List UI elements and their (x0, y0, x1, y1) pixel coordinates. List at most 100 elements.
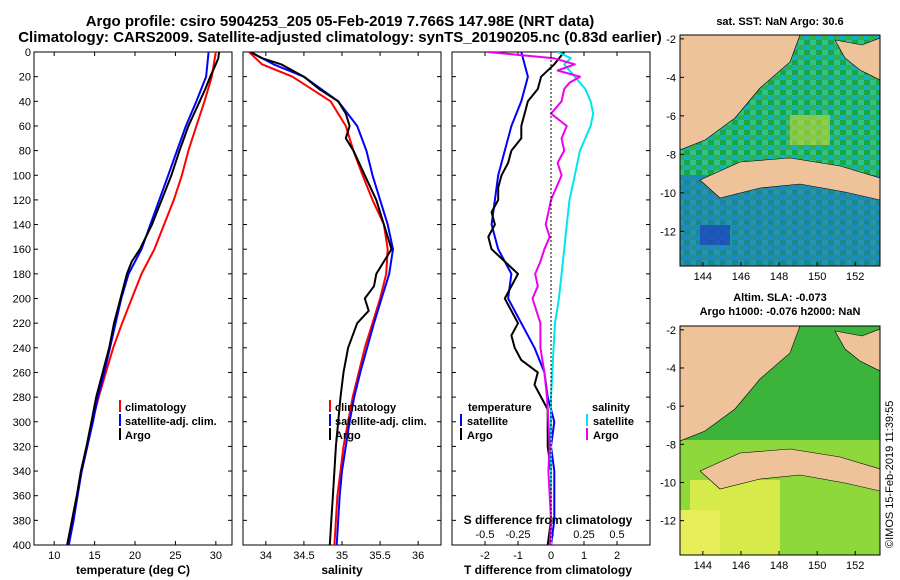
map-ytick-label: -10 (660, 477, 676, 489)
series-line-temperature-argo (487, 52, 565, 545)
map-xtick-label: 150 (808, 271, 826, 283)
difference-xlabel: T difference from climatology (464, 563, 632, 577)
legend-heading-salinity: salinity (592, 402, 631, 414)
ytick-label: 0 (25, 47, 31, 59)
legend-label-s-argo: Argo (593, 430, 619, 442)
difference-axes: -2 -1 0 1 2-0.5 -0.25 0 0.25 0.5 (452, 51, 650, 562)
legend-label-climatology: climatology (335, 402, 397, 414)
xtick-label-salinity: 0.25 (573, 529, 594, 541)
map-xtick-label: 146 (732, 560, 750, 572)
series-line-salinity-satellite (550, 52, 595, 545)
legend-label-satellite: satellite-adj. clim. (125, 416, 217, 428)
sst-map-ticks: 144 146 148 150 152 -2 -4 -6 -8 -10 -12 (660, 34, 864, 283)
map-xtick-label: 152 (846, 271, 864, 283)
ytick-label: 320 (13, 441, 31, 453)
xtick-label-salinity: -0.5 (476, 529, 495, 541)
map-xtick-label: 148 (770, 271, 788, 283)
legend-label-satellite: satellite-adj. clim. (335, 416, 427, 428)
series-line-climatology (248, 52, 389, 545)
sst-warm-patch (790, 115, 830, 145)
xtick-label-salinity: 0.5 (609, 529, 624, 541)
xtick-label: -1 (513, 550, 523, 562)
sla-map-frame (679, 325, 881, 556)
ytick-label: 380 (13, 515, 31, 527)
map-xtick-label: 144 (694, 560, 712, 572)
xtick-label: 25 (169, 550, 181, 562)
ytick-label: 20 (19, 72, 31, 84)
difference-legend-temperature: temperature satellite Argo (460, 402, 532, 442)
legend-label-s-satellite: satellite (593, 416, 634, 428)
ytick-label: 140 (13, 220, 31, 232)
map-ytick-label: -6 (666, 401, 676, 413)
sst-map-frame (679, 34, 881, 267)
ytick-label: 300 (13, 417, 31, 429)
ytick-label: 260 (13, 367, 31, 379)
xtick-label: 34 (260, 550, 272, 562)
legend-heading-temperature: temperature (468, 402, 532, 414)
series-line-argo (66, 52, 221, 545)
sla-land-new-guinea (680, 326, 801, 442)
sst-land-peninsula (699, 157, 880, 201)
xtick-label: 2 (614, 550, 620, 562)
imos-credit: ©IMOS 15-Feb-2019 11:39:55 (884, 401, 896, 548)
series-line-climatology (67, 52, 217, 545)
map-ytick-label: -8 (666, 149, 676, 161)
xtick-label: 1 (581, 550, 587, 562)
sla-map: 144 146 148 150 152 -2 -4 -6 -8 -10 -12 (660, 325, 881, 572)
legend-label-argo: Argo (125, 430, 151, 442)
map-xtick-label: 150 (808, 560, 826, 572)
map-ytick-label: -4 (666, 363, 676, 375)
ytick-label: 240 (13, 343, 31, 355)
xtick-label: 0 (548, 550, 554, 562)
title-line-2: Climatology: CARS2009. Satellite-adjuste… (18, 29, 662, 46)
temperature-axes: 0 20 40 60 80 100 120 140 160 180 200 220 240 260 280 3… (13, 47, 232, 562)
map-ytick-label: -12 (660, 516, 676, 528)
sst-cold-patch (700, 225, 730, 245)
map-ytick-label: -2 (666, 34, 676, 46)
xtick-label: -2 (480, 550, 490, 562)
map-xtick-label: 144 (694, 271, 712, 283)
sla-land-new-britain (834, 328, 880, 372)
difference-xlabel-top: S difference from climatology (464, 513, 633, 527)
temperature-series (66, 52, 221, 545)
xtick-label: 34.5 (293, 550, 314, 562)
map-ytick-label: -10 (660, 188, 676, 200)
xtick-label: 10 (48, 550, 60, 562)
salinity-axes: 34 34.5 35 35.5 36 (243, 51, 441, 562)
map-xtick-label: 148 (770, 560, 788, 572)
ytick-label: 360 (13, 491, 31, 503)
map-ytick-label: -8 (666, 439, 676, 451)
difference-legend-salinity: salinity satellite Argo (586, 402, 634, 442)
legend-label-t-argo: Argo (467, 430, 493, 442)
ytick-label: 400 (13, 540, 31, 552)
ytick-label: 40 (19, 96, 31, 108)
sst-map-title: sat. SST: NaN Argo: 30.6 (716, 16, 843, 28)
temperature-panel-frame (33, 51, 233, 546)
xtick-label: 20 (129, 550, 141, 562)
legend-label-argo: Argo (335, 430, 361, 442)
xtick-label: 30 (210, 550, 222, 562)
temperature-legend: climatology satellite-adj. clim. Argo (119, 400, 217, 442)
ytick-label: 60 (19, 121, 31, 133)
difference-series (487, 52, 595, 545)
salinity-legend: climatology satellite-adj. clim. Argo (329, 400, 427, 442)
series-line-argo (250, 52, 393, 545)
salinity-series (248, 52, 394, 545)
map-ytick-label: -12 (660, 226, 676, 238)
ytick-label: 340 (13, 466, 31, 478)
sla-map-ticks: 144 146 148 150 152 -2 -4 -6 -8 -10 -12 (660, 325, 864, 572)
xtick-label: 15 (88, 550, 100, 562)
ytick-label: 200 (13, 294, 31, 306)
xtick-label: 36 (412, 550, 424, 562)
sla-land-peninsula (699, 448, 880, 492)
xtick-label-salinity: -0.25 (505, 529, 530, 541)
ytick-label: 120 (13, 195, 31, 207)
sla-peak-patch (680, 510, 720, 555)
ytick-label: 280 (13, 392, 31, 404)
sst-land-new-guinea (680, 35, 801, 151)
xtick-label: 35.5 (369, 550, 390, 562)
xtick-label: 35 (336, 550, 348, 562)
series-line-satellite-adj-clim- (250, 52, 394, 545)
map-ytick-label: -4 (666, 72, 676, 84)
